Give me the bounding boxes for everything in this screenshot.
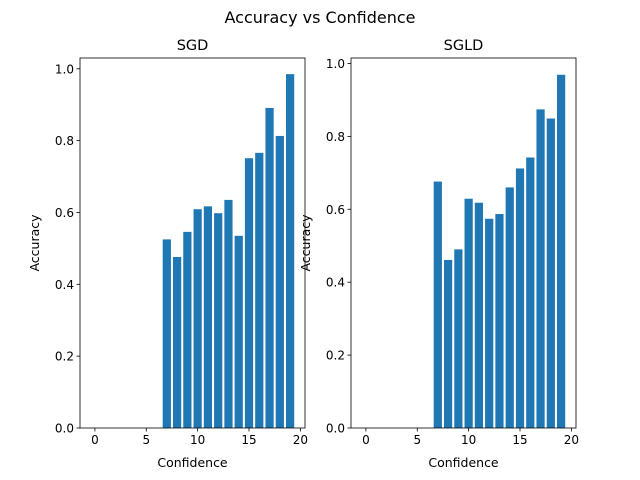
x-tick-label: 20 <box>293 433 308 447</box>
y-tick-label: 1.0 <box>55 62 74 76</box>
y-tick-label: 0.8 <box>55 134 74 148</box>
x-tick-label: 0 <box>362 433 370 447</box>
axes-frame <box>79 57 306 429</box>
x-tick-label: 0 <box>91 433 99 447</box>
bar <box>265 107 274 428</box>
y-tick-label: 0.4 <box>55 278 74 292</box>
x-axis-label: Confidence <box>157 455 228 470</box>
bar <box>183 231 192 428</box>
bar <box>214 213 223 428</box>
bar <box>224 199 233 428</box>
y-tick-label: 0.2 <box>326 349 345 363</box>
y-tick-label: 0.0 <box>55 422 74 436</box>
bar <box>203 206 213 428</box>
bar <box>515 168 525 429</box>
subplot-2: 0 5 10 15 20 0.0 0.2 0.4 0.6 0.8 1.0 SGLD Confidence… <box>298 38 579 470</box>
axes-frame <box>350 57 577 429</box>
y-tick-label: 0.6 <box>55 206 74 220</box>
x-tick-label: 10 <box>190 433 205 447</box>
bar <box>443 259 453 428</box>
bar <box>193 209 202 428</box>
x-axis-label: Confidence <box>428 455 499 470</box>
y-tick-label: 0.6 <box>326 203 345 217</box>
bar <box>536 109 545 428</box>
x-tick-label: 10 <box>461 433 476 447</box>
bar <box>275 135 284 428</box>
subplot-title: SGLD <box>444 38 484 54</box>
bar <box>454 249 463 428</box>
figure-suptitle: Accuracy vs Confidence <box>225 8 416 27</box>
x-tick-label: 5 <box>413 433 421 447</box>
bar <box>546 118 555 428</box>
x-tick-label: 5 <box>142 433 150 447</box>
bar <box>485 218 494 428</box>
bar <box>285 74 295 429</box>
x-tick-label: 15 <box>512 433 527 447</box>
bar <box>255 152 264 428</box>
y-tick-label: 1.0 <box>326 57 345 71</box>
bar <box>474 202 484 428</box>
bar <box>526 157 535 428</box>
y-axis-label: Accuracy <box>298 214 313 272</box>
bar <box>505 187 514 428</box>
y-tick-label: 0.2 <box>55 350 74 364</box>
y-tick-label: 0.4 <box>326 276 345 290</box>
subplot-title: SGD <box>177 38 209 54</box>
bar <box>495 214 504 428</box>
bar <box>172 257 182 428</box>
subplot-1: 0 5 10 15 20 0.0 0.2 0.4 0.6 0.8 1.0 SGD Confidence A… <box>27 38 308 470</box>
bar <box>244 158 254 428</box>
bar <box>162 239 171 428</box>
x-tick-label: 20 <box>564 433 579 447</box>
bar <box>556 74 566 429</box>
bar <box>234 235 243 428</box>
bar <box>433 181 442 428</box>
y-tick-label: 0.8 <box>326 130 345 144</box>
y-axis-label: Accuracy <box>27 214 42 272</box>
y-tick-label: 0.0 <box>326 422 345 436</box>
bar <box>464 198 473 428</box>
x-tick-label: 15 <box>241 433 256 447</box>
